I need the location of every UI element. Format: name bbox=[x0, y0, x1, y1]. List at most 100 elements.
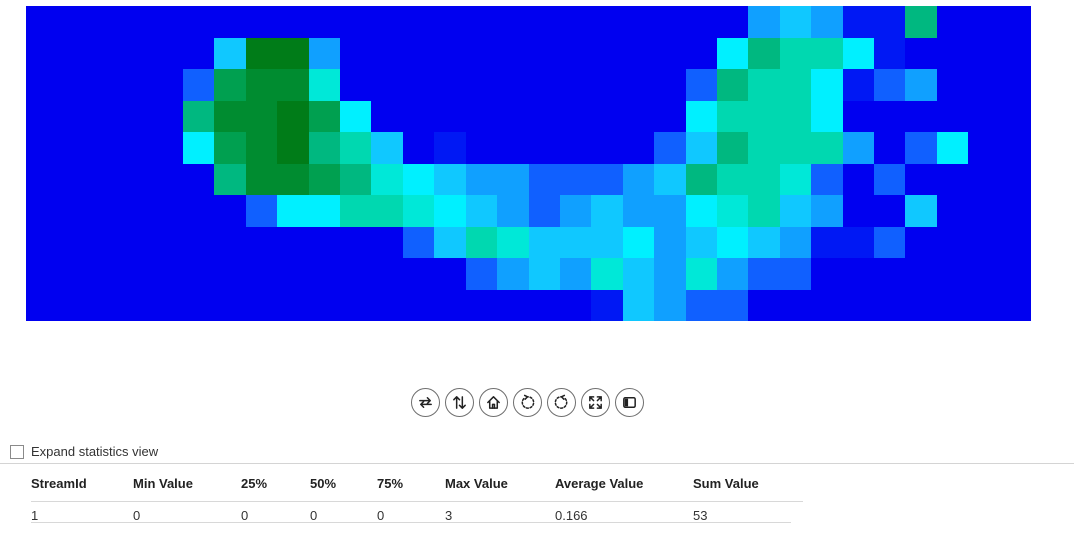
heatmap-cell bbox=[622, 289, 655, 321]
heatmap-cell bbox=[999, 6, 1031, 38]
heatmap-cell bbox=[88, 258, 121, 290]
heatmap-cell bbox=[277, 195, 309, 227]
heatmap-cell bbox=[151, 6, 184, 38]
heatmap-cell bbox=[905, 132, 937, 164]
heatmap-cell bbox=[402, 37, 435, 69]
expand-statistics-toggle[interactable]: Expand statistics view bbox=[10, 444, 158, 459]
heatmap-cell bbox=[842, 258, 874, 290]
heatmap-cell bbox=[873, 289, 906, 321]
heatmap-cell bbox=[88, 100, 121, 132]
heatmap-cell bbox=[26, 226, 58, 258]
heatmap-cell bbox=[214, 163, 246, 195]
heatmap-cell bbox=[654, 37, 686, 69]
heatmap-cell bbox=[26, 132, 58, 164]
heatmap-cell bbox=[277, 37, 309, 69]
flip-vertical-button[interactable] bbox=[445, 388, 474, 417]
heatmap-cell bbox=[151, 37, 184, 69]
reset-home-button[interactable] bbox=[479, 388, 508, 417]
heatmap-cell bbox=[905, 69, 937, 101]
heatmap-cell bbox=[559, 226, 592, 258]
heatmap-cell bbox=[308, 6, 341, 38]
heatmap-cell bbox=[559, 100, 592, 132]
heatmap-cell bbox=[685, 258, 717, 290]
heatmap-cell bbox=[151, 195, 184, 227]
rotate-left-button[interactable] bbox=[513, 388, 542, 417]
rotate-cw-icon bbox=[554, 394, 568, 409]
heatmap-cell bbox=[685, 132, 717, 164]
heatmap-cell bbox=[371, 226, 403, 258]
heatmap-cell bbox=[245, 289, 278, 321]
column-header-25-percent: 25% bbox=[241, 476, 268, 491]
heatmap-cell bbox=[528, 69, 560, 101]
heatmap-cell bbox=[842, 69, 874, 101]
heatmap-cell bbox=[999, 258, 1031, 290]
heatmap-cell bbox=[591, 69, 623, 101]
heatmap-cell bbox=[497, 163, 529, 195]
heatmap-cell bbox=[622, 6, 655, 38]
heatmap-cell bbox=[559, 258, 592, 290]
heatmap-cell bbox=[591, 195, 623, 227]
heatmap-cell bbox=[936, 258, 969, 290]
heatmap-cell bbox=[277, 226, 309, 258]
heatmap-cell bbox=[936, 289, 969, 321]
heatmap-cell bbox=[434, 226, 466, 258]
toggle-panel-button[interactable] bbox=[615, 388, 644, 417]
heatmap-cell bbox=[497, 195, 529, 227]
heatmap-cell bbox=[528, 195, 560, 227]
heatmap-cell bbox=[842, 132, 874, 164]
heatmap-cell bbox=[559, 37, 592, 69]
heatmap-cell bbox=[245, 37, 278, 69]
rotate-right-button[interactable] bbox=[547, 388, 576, 417]
heatmap-cell bbox=[905, 289, 937, 321]
heatmap-cell bbox=[26, 195, 58, 227]
heatmap-cell bbox=[497, 6, 529, 38]
cell-max-value: 3 bbox=[445, 501, 555, 527]
heatmap-cell bbox=[465, 6, 498, 38]
fit-to-view-button[interactable] bbox=[581, 388, 610, 417]
heatmap-cell bbox=[873, 258, 906, 290]
heatmap-cell bbox=[559, 6, 592, 38]
heatmap-cell bbox=[654, 258, 686, 290]
heatmap-cell bbox=[26, 289, 58, 321]
heatmap-cell bbox=[308, 258, 341, 290]
heatmap-cell bbox=[999, 226, 1031, 258]
heatmap-cell bbox=[308, 132, 341, 164]
heatmap-cell bbox=[999, 132, 1031, 164]
heatmap-cell bbox=[465, 132, 498, 164]
heatmap-cell bbox=[748, 132, 780, 164]
heatmap-cell bbox=[528, 6, 560, 38]
heatmap-cell bbox=[591, 258, 623, 290]
heatmap-cell bbox=[685, 6, 717, 38]
heatmap-cell bbox=[811, 195, 843, 227]
heatmap-cell bbox=[402, 132, 435, 164]
heatmap-cell bbox=[811, 163, 843, 195]
heatmap-cell bbox=[340, 258, 372, 290]
heatmap-cell bbox=[26, 100, 58, 132]
heatmap-cell bbox=[716, 226, 749, 258]
heatmap-cell bbox=[434, 163, 466, 195]
heatmap-cell bbox=[968, 258, 1000, 290]
heatmap-cell bbox=[371, 289, 403, 321]
heatmap-cell bbox=[245, 258, 278, 290]
heatmap-cell bbox=[340, 132, 372, 164]
heatmap-cell bbox=[434, 37, 466, 69]
heatmap-cell bbox=[905, 195, 937, 227]
heatmap-cell bbox=[402, 69, 435, 101]
heatmap-cell bbox=[151, 258, 184, 290]
heatmap-cell bbox=[151, 226, 184, 258]
heatmap-cell bbox=[654, 69, 686, 101]
heatmap-cell bbox=[214, 289, 246, 321]
heatmap-cell bbox=[654, 289, 686, 321]
swap-axes-button[interactable] bbox=[411, 388, 440, 417]
heatmap-cell bbox=[591, 100, 623, 132]
heatmap-cell bbox=[999, 163, 1031, 195]
heatmap-cell bbox=[120, 163, 152, 195]
heatmap-cell bbox=[57, 6, 89, 38]
expand-statistics-checkbox[interactable] bbox=[10, 444, 24, 459]
heatmap-cell bbox=[622, 69, 655, 101]
heatmap-cell bbox=[402, 163, 435, 195]
heatmap-cell bbox=[245, 226, 278, 258]
heatmap-cell bbox=[622, 100, 655, 132]
heatmap-cell bbox=[748, 100, 780, 132]
heatmap-cell bbox=[120, 37, 152, 69]
